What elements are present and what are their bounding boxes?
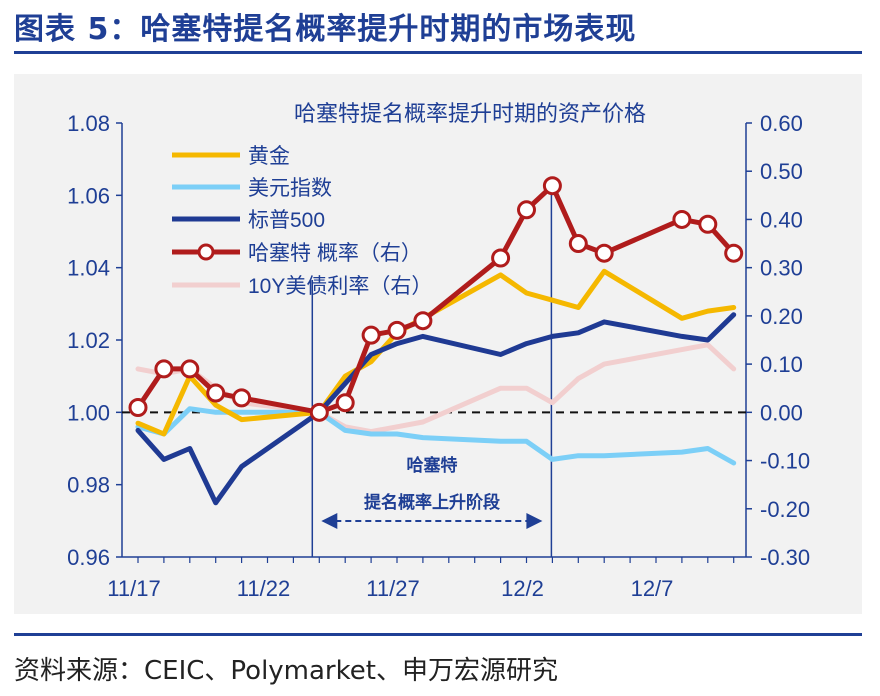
left-tick-label: 0.96 (67, 545, 110, 570)
series-line (135, 312, 737, 506)
x-tick-label: 11/27 (366, 576, 419, 601)
x-tick-label: 11/22 (237, 576, 290, 601)
series-marker (154, 359, 174, 379)
series-line (135, 268, 737, 437)
series-marker (491, 248, 511, 268)
legend-label: 标普500 (248, 209, 325, 232)
series-marker (698, 214, 718, 234)
series-marker (335, 393, 355, 413)
series-marker (413, 311, 433, 331)
chart-panel (14, 74, 862, 614)
right-tick-label: -0.10 (760, 449, 810, 474)
series-marker (206, 383, 226, 403)
legend-label: 黄金 (248, 145, 290, 168)
right-tick-label: 0.30 (760, 256, 803, 281)
legend-label: 10Y美债利率（右） (248, 275, 432, 298)
series-marker (672, 209, 692, 229)
title-rule (14, 51, 862, 54)
series-marker (517, 200, 536, 220)
right-tick-label: -0.20 (760, 497, 810, 522)
left-tick-label: 1.08 (67, 111, 110, 136)
series-marker (568, 234, 588, 254)
series-marker (309, 402, 329, 422)
annotation-line2: 提名概率上升阶段 (364, 492, 500, 512)
series-marker (724, 243, 744, 263)
series-marker (361, 325, 381, 345)
right-tick-label: 0.50 (760, 159, 803, 184)
x-tick-label: 11/17 (107, 576, 160, 601)
right-tick-label: 0.00 (760, 400, 803, 425)
phase-arrow-right-head (526, 513, 543, 529)
legend-label: 哈塞特 概率（右） (248, 242, 422, 265)
series-marker (232, 388, 252, 408)
series-marker (542, 176, 562, 196)
right-tick-label: 0.40 (760, 207, 803, 232)
left-tick-label: 0.98 (67, 473, 110, 498)
right-tick-label: 0.10 (760, 352, 803, 377)
right-tick-label: 0.20 (760, 304, 803, 329)
left-tick-label: 1.00 (67, 400, 110, 425)
right-tick-label: 0.60 (760, 111, 803, 136)
series-marker (594, 243, 614, 263)
legend-label: 美元指数 (248, 177, 332, 200)
annotation-line1: 哈塞特 (407, 455, 458, 475)
series-line (135, 406, 737, 466)
figure-title: 图表 5：哈塞特提名概率提升时期的市场表现 (14, 12, 637, 47)
chart-title: 哈塞特提名概率提升时期的资产价格 (294, 101, 646, 126)
right-tick-label: -0.30 (760, 545, 810, 570)
series-line (135, 342, 737, 435)
series-marker (180, 359, 200, 379)
left-tick-label: 1.02 (67, 328, 110, 353)
left-tick-label: 1.04 (67, 256, 110, 281)
phase-arrow-left-head (321, 513, 338, 529)
x-tick-label: 12/2 (501, 576, 544, 601)
left-tick-label: 1.06 (67, 183, 110, 208)
legend-marker (197, 243, 215, 261)
source-note: 资料来源：CEIC、Polymarket、申万宏源研究 (14, 656, 558, 686)
source-rule (14, 633, 862, 636)
x-tick-label: 12/7 (631, 576, 674, 601)
series-marker (128, 398, 148, 418)
series-marker (387, 320, 407, 340)
